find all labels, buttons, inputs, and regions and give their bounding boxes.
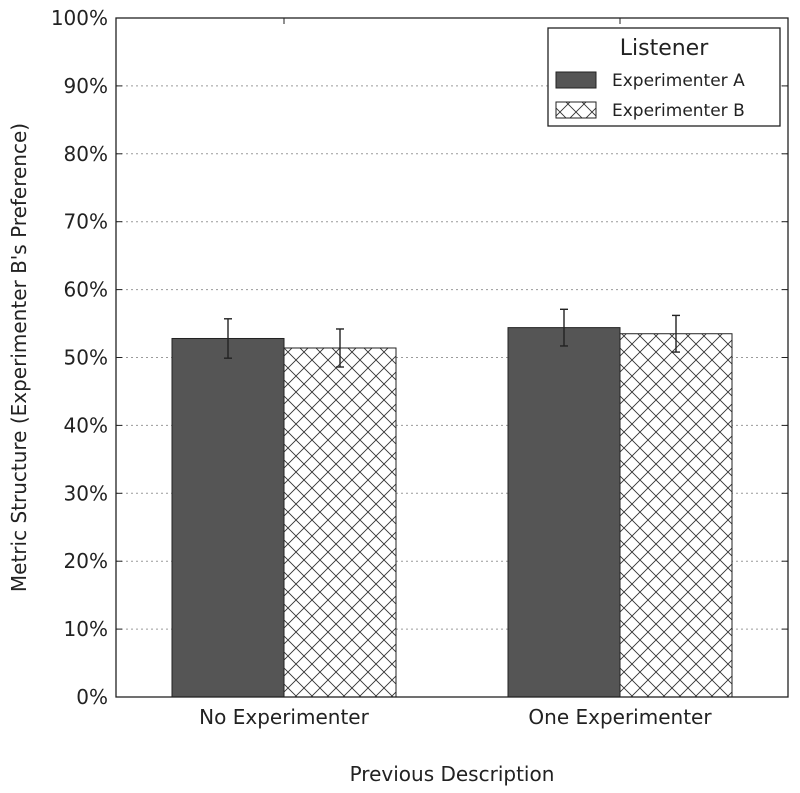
- legend-swatch-experimenter-a: [555, 71, 597, 89]
- error-bar-experimenter-b-no-experimenter: [336, 328, 344, 368]
- legend-swatch-experimenter-b: [555, 101, 597, 119]
- error-bars: [224, 308, 680, 368]
- y-tick-label: 0%: [76, 685, 108, 709]
- y-tick-label: 70%: [64, 210, 108, 234]
- x-axis-label: Previous Description: [350, 762, 555, 786]
- x-tick-label: One Experimenter: [528, 705, 712, 729]
- y-tick-label: 10%: [64, 617, 108, 641]
- bars: [171, 327, 733, 698]
- y-axis-label: Metric Structure (Experimenter B's Prefe…: [7, 123, 31, 592]
- y-tick-label: 50%: [64, 346, 108, 370]
- y-axis-ticks: 0% 10% 20% 30% 40% 50% 60% 70% 80% 90% 100%: [51, 6, 788, 709]
- bar-experimenter-a-one-experimenter: [507, 327, 621, 698]
- x-tick-label: No Experimenter: [199, 705, 369, 729]
- legend-title: Listener: [620, 36, 709, 61]
- bar-experimenter-b-one-experimenter: [619, 333, 733, 698]
- error-bar-experimenter-a-no-experimenter: [224, 318, 232, 359]
- error-bar-experimenter-a-one-experimenter: [560, 308, 568, 347]
- y-tick-label: 80%: [64, 142, 108, 166]
- y-tick-label: 40%: [64, 413, 108, 437]
- y-tick-label: 100%: [51, 6, 108, 30]
- legend: Listener Experimenter A Experimenter B: [547, 27, 781, 127]
- y-tick-label: 90%: [64, 74, 108, 98]
- legend-label-experimenter-b: Experimenter B: [612, 101, 745, 121]
- error-bar-experimenter-b-one-experimenter: [672, 314, 680, 353]
- x-axis-ticks: No Experimenter One Experimenter: [199, 18, 712, 729]
- y-tick-label: 30%: [64, 481, 108, 505]
- legend-label-experimenter-a: Experimenter A: [612, 71, 745, 91]
- bar-experimenter-a-no-experimenter: [171, 337, 285, 698]
- y-tick-label: 20%: [64, 549, 108, 573]
- y-tick-label: 60%: [64, 278, 108, 302]
- bar-experimenter-b-no-experimenter: [283, 347, 397, 698]
